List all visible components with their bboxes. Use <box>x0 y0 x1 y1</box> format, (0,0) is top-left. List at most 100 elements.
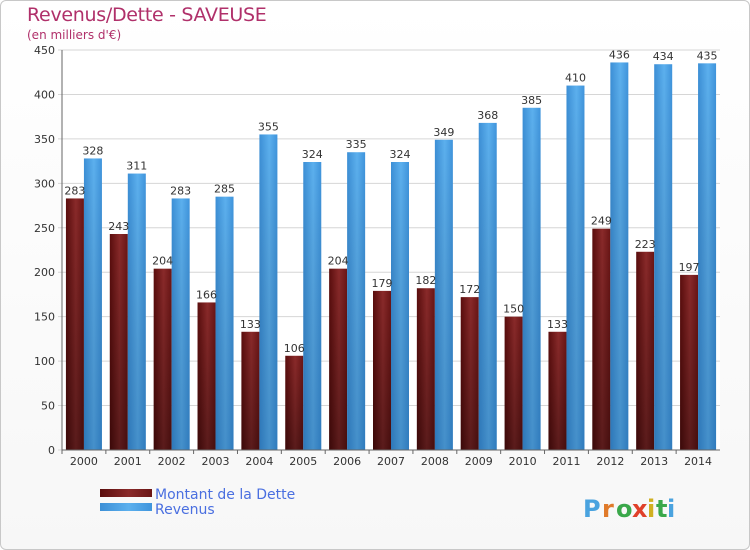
bar-dette-shade <box>548 331 567 450</box>
value-label-dette: 179 <box>372 277 393 290</box>
value-label-revenus: 285 <box>214 183 235 196</box>
value-label-revenus: 385 <box>521 94 542 107</box>
bar-dette-shade <box>460 297 479 450</box>
value-label-revenus: 349 <box>433 126 454 139</box>
bar-dette-shade <box>373 290 391 450</box>
bar-dette-shade <box>592 228 611 450</box>
bar-dette-shade <box>504 316 523 450</box>
bar-dette-shade <box>329 268 348 450</box>
value-label-dette: 204 <box>152 255 173 268</box>
bar-revenus-shade <box>698 63 717 450</box>
bar-revenus-shade <box>478 122 497 450</box>
value-label-revenus: 410 <box>565 72 586 85</box>
y-tick-label: 50 <box>41 400 55 413</box>
value-label-dette: 150 <box>503 303 524 316</box>
bar-dette-shade <box>285 355 304 450</box>
value-label-revenus: 328 <box>82 144 103 157</box>
bar-revenus-shade <box>259 134 278 450</box>
logo-letter: o <box>616 495 633 523</box>
bar-revenus-shade <box>127 173 146 451</box>
y-tick-label: 300 <box>34 177 55 190</box>
chart-subtitle: (en milliers d'€) <box>27 28 122 42</box>
y-tick-label: 100 <box>34 355 55 368</box>
bar-dette-shade <box>636 251 655 450</box>
logo-letter: r <box>602 495 614 523</box>
x-tick-label: 2010 <box>509 455 537 468</box>
y-tick-label: 0 <box>48 444 55 457</box>
bar-dette-shade <box>416 288 435 450</box>
bar-revenus-shade <box>215 196 234 450</box>
bar-revenus-shade <box>83 158 102 450</box>
value-label-dette: 249 <box>591 215 612 228</box>
x-tick-label: 2001 <box>114 455 142 468</box>
value-label-revenus: 434 <box>653 50 674 63</box>
legend-swatch-dette <box>100 489 152 497</box>
legend-label-dette: Montant de la Dette <box>155 487 295 503</box>
value-label-dette: 182 <box>415 274 436 287</box>
value-label-revenus: 283 <box>170 184 191 197</box>
x-tick-label: 2008 <box>421 455 449 468</box>
logo-letter: P <box>583 495 601 523</box>
bar-dette-shade <box>241 331 260 450</box>
x-tick-label: 2002 <box>158 455 186 468</box>
y-tick-label: 150 <box>34 311 55 324</box>
y-tick-label: 350 <box>34 133 55 146</box>
legend-label-revenus: Revenus <box>155 502 215 518</box>
value-label-dette: 106 <box>284 342 305 355</box>
y-tick-label: 250 <box>34 222 55 235</box>
value-label-revenus: 324 <box>390 148 411 161</box>
bar-revenus-shade <box>654 64 673 450</box>
bar-revenus-shade <box>391 162 409 450</box>
bar-dette-shade <box>197 302 216 450</box>
value-label-dette: 133 <box>240 318 261 331</box>
x-tick-label: 2014 <box>684 455 712 468</box>
value-label-revenus: 355 <box>258 120 279 133</box>
legend: Montant de la Dette Revenus <box>100 487 295 518</box>
bar-revenus-shade <box>171 198 190 450</box>
value-label-dette: 133 <box>547 318 568 331</box>
y-tick-label: 450 <box>34 44 55 57</box>
x-tick-label: 2000 <box>70 455 98 468</box>
bar-revenus-shade <box>610 62 629 450</box>
x-tick-label: 2012 <box>596 455 624 468</box>
bar-revenus-shade <box>566 85 585 451</box>
value-label-revenus: 368 <box>477 109 498 122</box>
value-label-revenus: 311 <box>126 160 147 173</box>
x-tick-label: 2009 <box>465 455 493 468</box>
chart-title: Revenus/Dette - SAVEUSE <box>27 4 267 26</box>
legend-swatch-revenus <box>100 503 152 511</box>
value-label-dette: 197 <box>679 261 700 274</box>
x-tick-label: 2006 <box>333 455 361 468</box>
bar-revenus-shade <box>347 152 366 450</box>
x-tick-label: 2007 <box>377 455 405 468</box>
x-tick-label: 2005 <box>289 455 317 468</box>
value-label-dette: 166 <box>196 288 217 301</box>
logo-letter: i <box>647 495 655 523</box>
bar-revenus-shade <box>303 162 322 450</box>
x-tick-label: 2013 <box>640 455 668 468</box>
x-tick-label: 2003 <box>202 455 230 468</box>
bar-revenus-shade <box>434 139 453 450</box>
value-label-revenus: 435 <box>697 49 718 62</box>
y-tick-label: 400 <box>34 88 55 101</box>
value-label-dette: 172 <box>459 283 480 296</box>
value-label-revenus: 335 <box>346 138 367 151</box>
value-label-dette: 204 <box>328 255 349 268</box>
value-label-dette: 223 <box>635 238 656 251</box>
bar-dette-shade <box>680 274 699 450</box>
x-tick-label: 2004 <box>245 455 273 468</box>
value-label-revenus: 324 <box>302 148 323 161</box>
logo-letter: t <box>656 495 667 523</box>
x-tick-label: 2011 <box>552 455 580 468</box>
value-label-dette: 283 <box>64 184 85 197</box>
bar-revenus-shade <box>522 107 541 451</box>
bar-dette-shade <box>109 234 128 450</box>
logo-letter: i <box>667 495 675 523</box>
bar-dette-shade <box>65 198 84 450</box>
y-tick-label: 200 <box>34 266 55 279</box>
value-label-dette: 243 <box>108 220 129 233</box>
value-label-revenus: 436 <box>609 48 630 61</box>
bar-dette-shade <box>153 268 172 450</box>
